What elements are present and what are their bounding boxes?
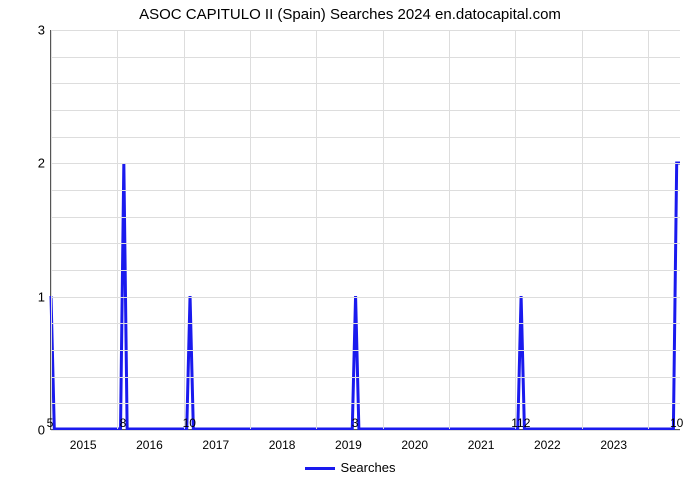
gridline-v (515, 30, 516, 429)
gridline-v (383, 30, 384, 429)
gridline-h-minor (51, 110, 680, 111)
search-chart: ASOC CAPITULO II (Spain) Searches 2024 e… (0, 0, 700, 500)
gridline-h-minor (51, 57, 680, 58)
ytick-label: 0 (5, 423, 45, 438)
gridline-v (51, 30, 52, 429)
xtick-label: 2022 (534, 438, 561, 452)
xtick-label: 2019 (335, 438, 362, 452)
gridline-h (51, 297, 680, 298)
gridline-h-minor (51, 270, 680, 271)
xtick-label: 2023 (600, 438, 627, 452)
gridline-h-minor (51, 137, 680, 138)
gridline-v (316, 30, 317, 429)
gridline-h-minor (51, 243, 680, 244)
peak-label: 5 (47, 416, 54, 430)
gridline-h-minor (51, 377, 680, 378)
xtick-label: 2015 (70, 438, 97, 452)
legend: Searches (0, 460, 700, 475)
chart-title: ASOC CAPITULO II (Spain) Searches 2024 e… (0, 6, 700, 23)
gridline-h-minor (51, 350, 680, 351)
gridline-h-minor (51, 217, 680, 218)
gridline-h-minor (51, 190, 680, 191)
peak-label: 8 (120, 416, 127, 430)
peak-label: 10 (670, 416, 683, 430)
gridline-v (449, 30, 450, 429)
plot-area (50, 30, 680, 430)
gridline-v (648, 30, 649, 429)
ytick-label: 2 (5, 156, 45, 171)
xtick-label: 2018 (269, 438, 296, 452)
gridline-h-minor (51, 83, 680, 84)
gridline-h (51, 30, 680, 31)
gridline-v (250, 30, 251, 429)
gridline-v (117, 30, 118, 429)
peak-label: 3 (352, 416, 359, 430)
gridline-h-minor (51, 403, 680, 404)
legend-label: Searches (341, 460, 396, 475)
peak-label: 112 (511, 416, 530, 430)
gridline-v (184, 30, 185, 429)
xtick-label: 2017 (202, 438, 229, 452)
ytick-label: 1 (5, 289, 45, 304)
xtick-label: 2016 (136, 438, 163, 452)
xtick-label: 2020 (401, 438, 428, 452)
xtick-label: 2021 (468, 438, 495, 452)
gridline-h (51, 430, 680, 431)
gridline-h (51, 163, 680, 164)
gridline-v (582, 30, 583, 429)
peak-label: 10 (183, 416, 196, 430)
line-series (51, 30, 680, 429)
gridline-h-minor (51, 323, 680, 324)
ytick-label: 3 (5, 23, 45, 38)
legend-swatch (305, 467, 335, 470)
